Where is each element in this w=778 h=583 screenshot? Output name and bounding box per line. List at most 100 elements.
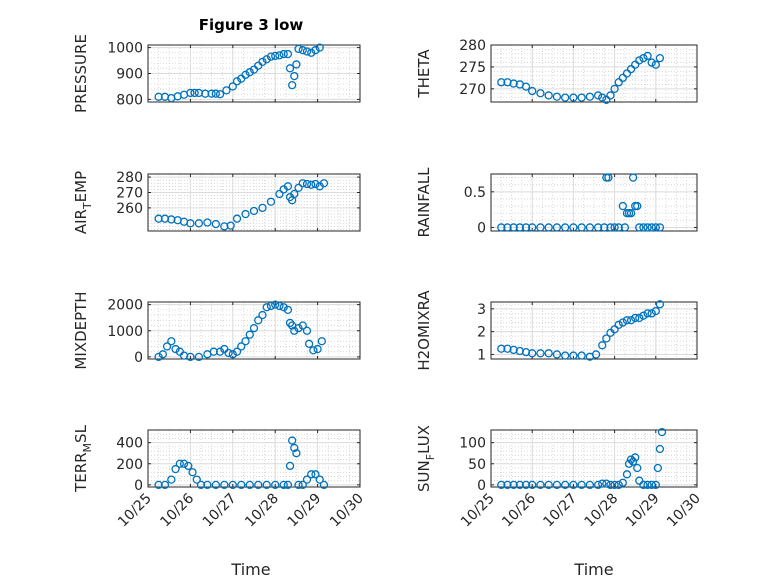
x-tick-label: 10/28 xyxy=(242,491,282,531)
data-point xyxy=(569,93,578,102)
data-point xyxy=(315,475,324,484)
data-point xyxy=(497,480,506,490)
data-point xyxy=(237,342,246,351)
data-point xyxy=(626,455,636,464)
data-point xyxy=(285,64,295,73)
data-point xyxy=(626,209,636,218)
data-point xyxy=(633,201,642,211)
data-point xyxy=(569,480,578,490)
data-point xyxy=(249,206,259,216)
y-tick-label: 2000 xyxy=(107,298,143,314)
data-point xyxy=(509,480,518,490)
x-tick-label: 10/26 xyxy=(157,490,197,530)
data-point xyxy=(544,91,553,100)
data-point xyxy=(602,95,611,104)
data-point xyxy=(167,337,176,346)
data-point xyxy=(245,330,254,339)
data-point xyxy=(232,77,242,86)
data-point xyxy=(509,223,518,232)
data-point xyxy=(610,84,619,93)
data-point xyxy=(593,480,603,490)
ylabel: SUNFLUX xyxy=(415,425,437,492)
data-point xyxy=(290,71,299,81)
data-point xyxy=(245,68,254,77)
data-point xyxy=(292,60,301,69)
data-point xyxy=(279,480,288,490)
data-point xyxy=(186,219,195,228)
data-point xyxy=(618,478,627,487)
data-point xyxy=(635,313,644,323)
y-tick-label: 260 xyxy=(116,201,143,217)
data-point xyxy=(552,92,562,101)
data-point xyxy=(515,223,524,232)
axes-box xyxy=(490,173,698,232)
data-point xyxy=(275,51,284,60)
data-point xyxy=(655,444,665,454)
data-point xyxy=(190,88,199,98)
data-point xyxy=(639,311,648,320)
data-point xyxy=(643,223,652,232)
y-tick-label: 800 xyxy=(116,92,143,108)
data-point xyxy=(271,51,280,61)
data-point xyxy=(290,443,299,453)
axes-box xyxy=(147,173,361,232)
data-point xyxy=(536,223,545,232)
data-point xyxy=(631,453,640,462)
axes-box xyxy=(490,44,698,103)
data-point xyxy=(319,480,329,490)
data-point xyxy=(561,351,570,360)
data-point xyxy=(614,78,623,87)
y-tick-label: 2 xyxy=(477,325,486,341)
data-point xyxy=(622,470,632,479)
data-point xyxy=(171,464,180,474)
data-point xyxy=(657,427,667,437)
data-point xyxy=(262,55,271,64)
ylabel: AIRTEMP xyxy=(72,171,94,234)
data-point xyxy=(622,69,632,78)
data-point xyxy=(651,306,660,316)
data-point xyxy=(585,92,595,101)
data-point xyxy=(628,173,638,182)
data-point xyxy=(211,219,220,229)
data-point xyxy=(292,449,301,458)
data-point xyxy=(215,347,225,356)
data-point xyxy=(503,480,512,490)
axes-box xyxy=(490,429,698,488)
data-point xyxy=(294,183,303,193)
y-tick-label: 0 xyxy=(477,220,486,236)
data-point xyxy=(184,461,193,471)
y-tick-label: 3 xyxy=(477,302,486,318)
data-point xyxy=(593,223,603,232)
data-point xyxy=(179,459,189,468)
data-point xyxy=(186,88,195,98)
data-point xyxy=(307,48,316,57)
y-tick-label: 400 xyxy=(116,436,143,452)
y-tick-label: 50 xyxy=(468,457,486,473)
xlabel-right: Time xyxy=(573,560,613,579)
data-point xyxy=(288,81,297,90)
data-point xyxy=(228,480,237,490)
data-point xyxy=(311,470,320,479)
data-point xyxy=(624,459,634,468)
data-point xyxy=(598,341,607,350)
data-point xyxy=(651,60,660,69)
data-point xyxy=(283,305,293,314)
data-point xyxy=(319,179,329,188)
data-point xyxy=(655,223,665,232)
y-tick-label: 275 xyxy=(459,60,486,76)
data-point xyxy=(639,480,648,490)
x-tick-label: 10/28 xyxy=(582,491,622,531)
x-tick-label: 10/25 xyxy=(115,491,155,531)
data-point xyxy=(298,46,307,55)
y-tick-label: 280 xyxy=(459,38,486,54)
data-point xyxy=(283,480,293,490)
data-point xyxy=(207,89,216,98)
data-point xyxy=(232,214,242,223)
data-point xyxy=(618,318,627,327)
data-point xyxy=(304,339,314,348)
data-point xyxy=(241,70,250,79)
xlabel-left: Time xyxy=(230,560,270,579)
data-point xyxy=(298,179,307,188)
ylabel: TERRMSL xyxy=(72,424,94,493)
